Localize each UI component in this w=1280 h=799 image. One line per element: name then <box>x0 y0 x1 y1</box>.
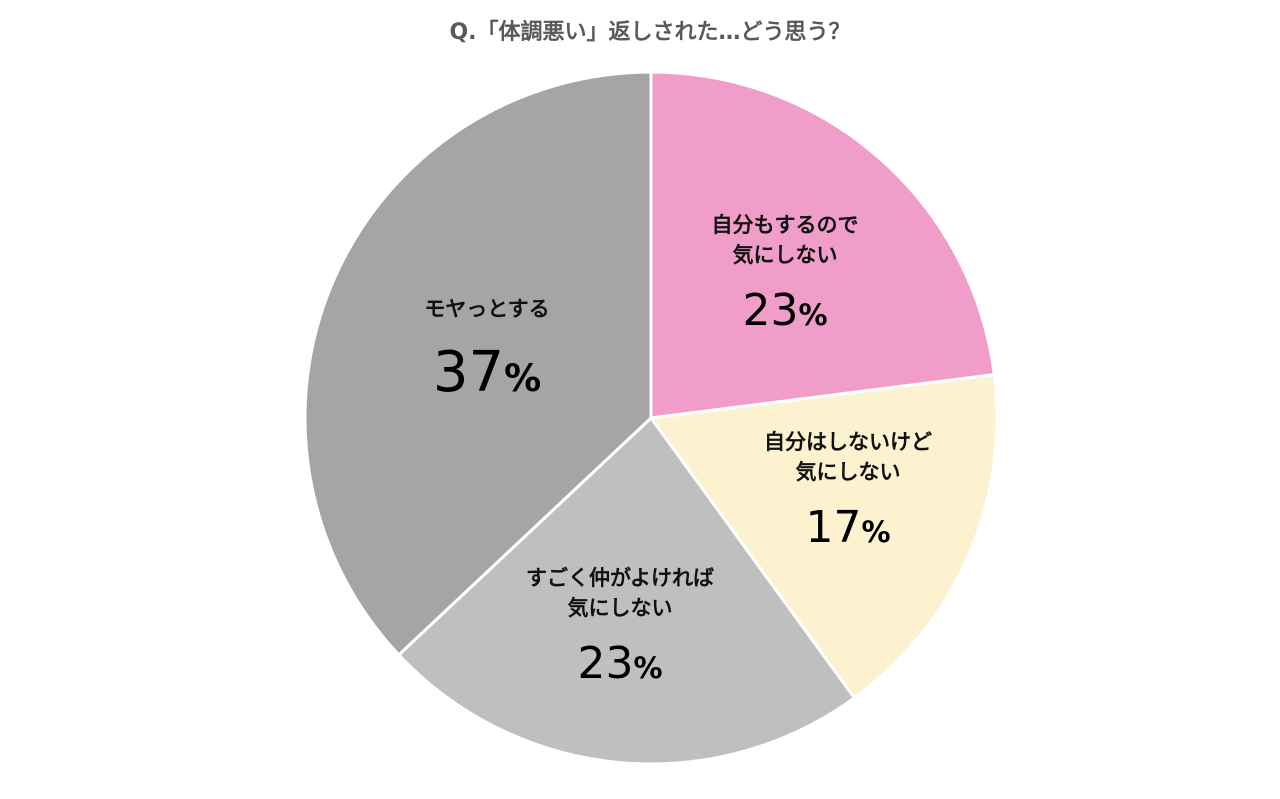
slice-percent-label: 23% <box>742 285 827 336</box>
pie-slice <box>649 373 999 700</box>
pie-slices <box>303 70 999 766</box>
pie-slice <box>303 70 653 657</box>
slice-percent-label: 17% <box>805 502 890 553</box>
slice-percent-label: 23% <box>577 638 662 689</box>
slice-label: 気にしない <box>733 243 838 267</box>
slice-label: 自分もするので <box>712 213 859 237</box>
slice-label: 自分はしないけど <box>764 430 932 454</box>
slice-label: 気にしない <box>796 460 901 484</box>
slice-percent-label: 37% <box>433 340 541 405</box>
slice-label: モヤっとする <box>424 297 549 321</box>
slice-label: すごく仲がよければ <box>526 566 714 590</box>
slice-label: 気にしない <box>568 596 673 620</box>
pie-labels: 自分もするので気にしない23%自分はしないけど気にしない17%すごく仲がよければ… <box>424 213 932 689</box>
chart-title: Q.「体調悪い」返しされた…どう思う？ <box>449 20 851 45</box>
pie-slice <box>649 70 996 420</box>
pie-slice <box>397 416 856 766</box>
